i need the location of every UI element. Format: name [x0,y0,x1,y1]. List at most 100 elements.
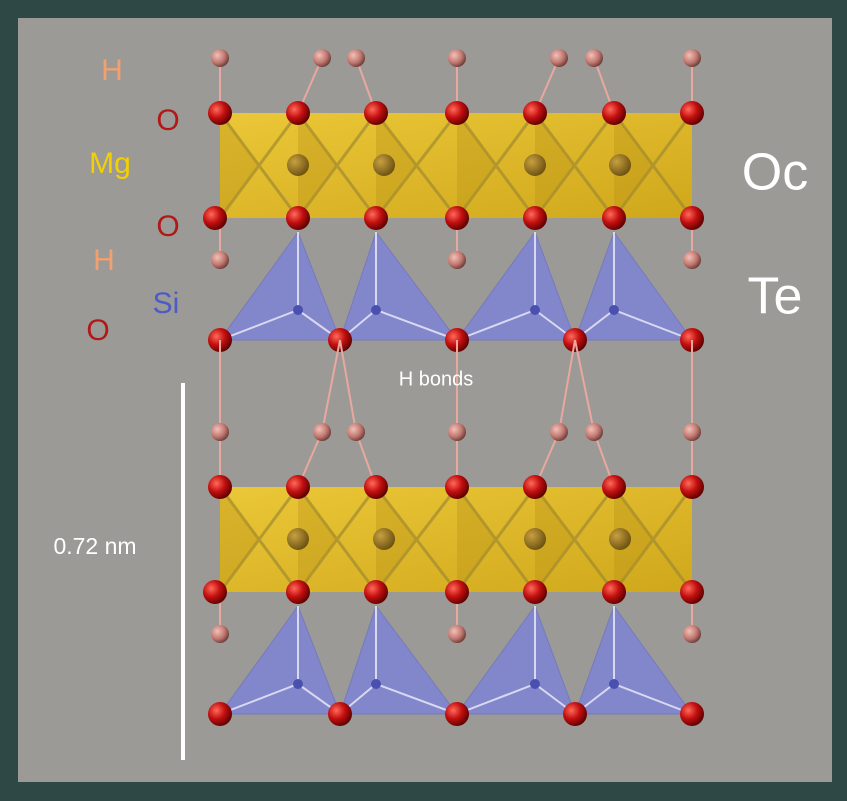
octahedron-edge [296,486,378,593]
octahedron-edge [218,112,300,219]
o-atom [445,101,469,125]
o-atom [445,702,469,726]
h-atom [550,49,568,67]
octahedron-edge [533,486,616,593]
o-atom [364,580,388,604]
tetrahedron [574,604,693,715]
octahedron-face [220,487,259,592]
h-atom [313,49,331,67]
octahedron-edge [374,112,459,219]
si-atom [371,679,381,689]
o-atom [563,702,587,726]
mg-atom [373,528,395,550]
h-atom [313,423,331,441]
o-atom [364,206,388,230]
o-atom [203,206,227,230]
h-bond [558,339,576,433]
h-atom [448,49,466,67]
tetrahedron [339,604,458,715]
tetrahedron [456,230,576,341]
si-atom [293,679,303,689]
octahedron-face [535,487,575,592]
o-atom [364,101,388,125]
h-atom [211,49,229,67]
atom-label: Si [153,287,180,320]
o-atom [286,475,310,499]
octahedron-edge [455,486,537,593]
h-atom [683,625,701,643]
octahedron-edge [612,486,694,593]
atom-labels: H O Mg O H Si O [86,54,179,347]
octahedron-face [457,487,496,592]
h-atom [211,423,229,441]
h-atom [550,423,568,441]
layer [203,49,704,352]
octahedron-face [614,487,653,592]
h-atom [585,49,603,67]
o-atom [445,475,469,499]
si-atom [609,679,619,689]
h-bond [321,339,341,433]
h-atom [448,423,466,441]
si-atom [530,679,540,689]
tetrahedron [339,230,458,341]
o-atom [602,475,626,499]
atom-label: O [156,104,179,137]
o-atom [208,101,232,125]
o-atom [445,580,469,604]
octahedron-face [220,113,259,218]
annotation: H bonds [399,368,474,390]
h-atom [448,251,466,269]
mg-atom [524,528,546,550]
o-atom [602,206,626,230]
layer [203,339,704,726]
octahedron-face [457,113,496,218]
layer-label: Oc [742,144,808,202]
o-atom [328,702,352,726]
o-atom [445,206,469,230]
tetrahedron [219,230,341,341]
octahedron-face [376,487,417,592]
octahedron-edge [533,112,616,219]
h-bond [339,339,357,433]
structure [203,49,704,726]
octahedron-face [298,487,337,592]
layer-label: Te [748,268,803,326]
octahedron-face [614,113,653,218]
o-atom [523,580,547,604]
o-atom [602,580,626,604]
h-atom [585,423,603,441]
o-atom [286,101,310,125]
mg-atom [609,528,631,550]
o-atom [523,475,547,499]
h-atom [683,251,701,269]
mg-atom [609,154,631,176]
atom-label: Mg [89,147,131,180]
o-atom [286,206,310,230]
octahedron-edge [455,112,537,219]
mg-atom [287,528,309,550]
si-atom [609,305,619,315]
atom-label: H [93,244,115,277]
octahedron-face [535,113,575,218]
mg-atom [373,154,395,176]
si-atom [530,305,540,315]
o-atom [203,580,227,604]
octahedron-edge [218,486,300,593]
atom-label: O [86,314,109,347]
o-atom [208,702,232,726]
octahedron-face [298,113,337,218]
atom-label: O [156,210,179,243]
o-atom [680,101,704,125]
octahedron-face [376,113,417,218]
octahedron-edge [374,486,459,593]
o-atom [523,101,547,125]
o-atom [208,475,232,499]
o-atom [286,580,310,604]
mg-atom [524,154,546,176]
mg-atom [287,154,309,176]
h-atom [683,423,701,441]
o-atom [602,101,626,125]
h-atom [211,625,229,643]
